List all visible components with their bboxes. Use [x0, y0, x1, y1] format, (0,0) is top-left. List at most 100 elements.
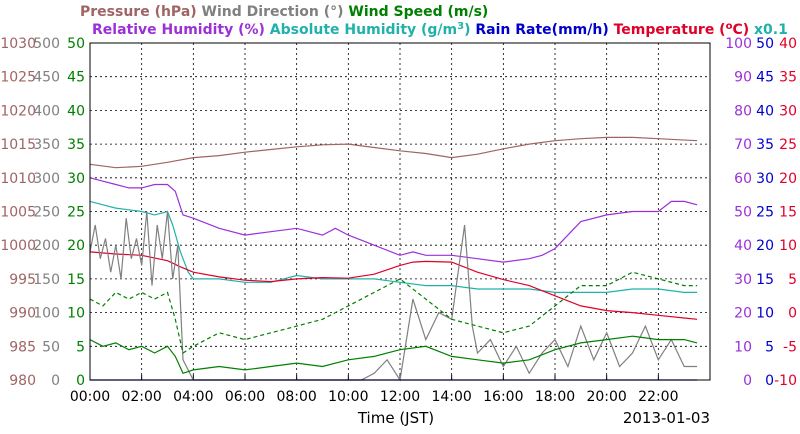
tick-label-temperature: 5 — [788, 272, 797, 288]
tick-label-temperature: 40 — [779, 36, 797, 52]
plot-series — [89, 136, 698, 382]
tick-label-temperature: 35 — [779, 70, 797, 86]
x-tick-label: 18:00 — [535, 389, 575, 405]
tick-label-relative_humidity: 80 — [734, 103, 752, 119]
tick-label-wind_speed: 10 — [67, 306, 85, 322]
tick-label-wind_direction: 300 — [33, 171, 60, 187]
tick-label-wind_direction: 400 — [33, 103, 60, 119]
svg-text:Relative Humidity (%) Absolut: Relative Humidity (%) Absolute Humidity … — [92, 21, 788, 39]
legend-abs_humidity_factor: x0.1 — [749, 22, 788, 38]
tick-label-wind_direction: 150 — [33, 272, 60, 288]
legend-temperature_post: C) — [732, 22, 749, 38]
tick-label-rain_rate: 50 — [756, 36, 774, 52]
legend-temperature_pre: Temperature ( — [609, 22, 726, 38]
tick-label-rain_rate: 35 — [756, 137, 774, 153]
tick-label-rain_rate: 10 — [756, 306, 774, 322]
tick-label-temperature: 0 — [788, 306, 797, 322]
tick-label-rain_rate: 45 — [756, 70, 774, 86]
legend-temperature_sup: o — [726, 21, 733, 32]
tick-label-relative_humidity: 30 — [734, 272, 752, 288]
plot-grid — [89, 43, 711, 380]
tick-label-relative_humidity: 50 — [734, 205, 752, 221]
tick-label-temperature: -5 — [783, 339, 797, 355]
legend-absolute_humidity_post: ) — [464, 22, 470, 38]
tick-label-temperature: 25 — [779, 137, 797, 153]
x-tick-label: 20:00 — [586, 389, 626, 405]
legend-wind_speed: Wind Speed (m/s) — [344, 4, 489, 20]
tick-label-wind_speed: 0 — [76, 373, 85, 389]
tick-label-temperature: 15 — [779, 205, 797, 221]
tick-label-wind_direction: 500 — [33, 36, 60, 52]
x-tick-label: 06:00 — [225, 389, 265, 405]
tick-label-temperature: 30 — [779, 103, 797, 119]
tick-label-relative_humidity: 10 — [734, 339, 752, 355]
x-tick-label: 16:00 — [483, 389, 523, 405]
tick-label-wind_speed: 30 — [67, 171, 85, 187]
tick-label-pressure: 1010 — [0, 171, 36, 187]
tick-label-wind_direction: 250 — [33, 205, 60, 221]
x-tick-label: 22:00 — [638, 389, 678, 405]
tick-label-wind_direction: 450 — [33, 70, 60, 86]
series-wind-direction — [89, 211, 698, 382]
tick-label-rain_rate: 0 — [765, 373, 774, 389]
tick-label-wind_speed: 5 — [76, 339, 85, 355]
tick-label-pressure: 1015 — [0, 137, 36, 153]
legend-relative_humidity: Relative Humidity (%) — [92, 22, 265, 38]
tick-label-relative_humidity: 40 — [734, 238, 752, 254]
tick-label-pressure: 1020 — [0, 103, 36, 119]
tick-label-wind_speed: 40 — [67, 103, 85, 119]
tick-label-pressure: 1005 — [0, 205, 36, 221]
tick-label-pressure: 980 — [9, 373, 36, 389]
legend-top: Pressure (hPa) Wind Direction (°) Wind S… — [80, 4, 488, 20]
tick-label-relative_humidity: 90 — [734, 70, 752, 86]
tick-label-wind_direction: 200 — [33, 238, 60, 254]
tick-label-wind_speed: 50 — [67, 36, 85, 52]
tick-label-temperature: -10 — [774, 373, 797, 389]
tick-label-relative_humidity: 0 — [743, 373, 752, 389]
x-axis-label: Time (JST) — [357, 409, 434, 427]
chart-date: 2013-01-03 — [623, 409, 710, 427]
x-tick-label: 14:00 — [431, 389, 471, 405]
tick-label-pressure: 1030 — [0, 36, 36, 52]
tick-label-wind_direction: 0 — [51, 373, 60, 389]
series-wind-speed — [89, 335, 698, 375]
series-absolute-humidity — [89, 200, 698, 293]
x-tick-label: 10:00 — [328, 389, 368, 405]
plot-frame — [89, 42, 711, 381]
legend-pressure: Pressure (hPa) — [80, 4, 197, 20]
tick-label-pressure: 985 — [9, 339, 36, 355]
tick-label-rain_rate: 30 — [756, 171, 774, 187]
tick-label-relative_humidity: 20 — [734, 306, 752, 322]
tick-label-pressure: 1000 — [0, 238, 36, 254]
tick-label-relative_humidity: 60 — [734, 171, 752, 187]
tick-label-temperature: 10 — [779, 238, 797, 254]
tick-label-wind_speed: 20 — [67, 238, 85, 254]
x-tick-label: 08:00 — [276, 389, 316, 405]
tick-label-wind_speed: 15 — [67, 272, 85, 288]
left-axes: 1030102510201015101010051000995990985980… — [0, 36, 85, 389]
x-tick-label: 04:00 — [173, 389, 213, 405]
tick-label-wind_direction: 350 — [33, 137, 60, 153]
series-relative-humidity — [89, 177, 698, 263]
tick-label-rain_rate: 40 — [756, 103, 774, 119]
right-axes: 1009080706050403020100504540353025201510… — [725, 36, 797, 389]
x-axis-ticks: 00:00 02:00 04:00 06:00 08:00 10:00 12:00 14:00… — [70, 389, 679, 405]
legend-absolute_humidity_pre: Absolute Humidity (g/m — [265, 22, 457, 38]
tick-label-wind_direction: 50 — [42, 339, 60, 355]
x-tick-label: 00:00 — [70, 389, 110, 405]
svg-text:Pressure (hPa) Wind Direction: Pressure (hPa) Wind Direction (°) Wind S… — [80, 4, 488, 20]
tick-label-rain_rate: 15 — [756, 272, 774, 288]
series-temperature — [89, 251, 698, 320]
tick-label-wind_speed: 25 — [67, 205, 85, 221]
legend-wind_direction: Wind Direction (°) — [197, 4, 344, 20]
x-tick-label: 12:00 — [380, 389, 420, 405]
tick-label-pressure: 990 — [9, 306, 36, 322]
tick-label-pressure: 995 — [9, 272, 36, 288]
tick-label-wind_speed: 45 — [67, 70, 85, 86]
tick-label-temperature: 20 — [779, 171, 797, 187]
tick-label-rain_rate: 5 — [765, 339, 774, 355]
tick-label-relative_humidity: 70 — [734, 137, 752, 153]
legend-absolute_humidity_sup: 3 — [457, 21, 464, 32]
tick-label-wind_speed: 35 — [67, 137, 85, 153]
